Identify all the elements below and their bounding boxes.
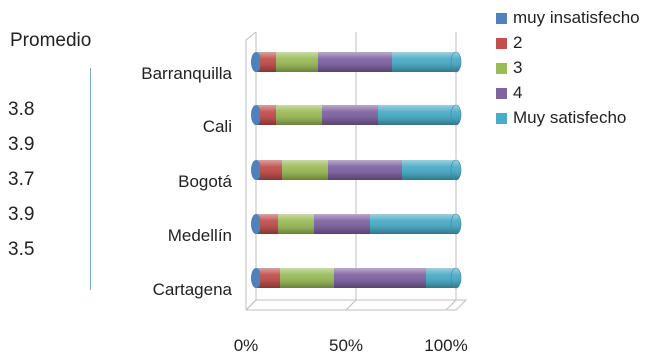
- bar-medellin-muy-insatisfecho: [251, 214, 261, 234]
- bar-bogota-2: [260, 160, 282, 180]
- bar-bogota-muy-satisfecho: [402, 159, 462, 181]
- category-label-cali: Cali: [203, 117, 232, 136]
- legend-label-muy-satisfecho: Muy satisfecho: [513, 108, 626, 127]
- bar-barranquilla-3: [276, 52, 318, 72]
- category-label-barranquilla: Barranquilla: [141, 64, 232, 83]
- promedio-value-cali: 3.9: [8, 134, 35, 155]
- x-tick-label-100: 100%: [424, 336, 467, 354]
- bar-cartagena-4: [334, 268, 426, 288]
- bar-barranquilla-muy-insatisfecho: [251, 52, 261, 72]
- bar-bogota-4: [328, 160, 402, 180]
- legend-label-3: 3: [513, 58, 522, 77]
- bar-barranquilla-4: [318, 52, 392, 72]
- category-label-cartagena: Cartagena: [153, 280, 233, 299]
- promedio-value-medellin: 3.9: [8, 204, 35, 225]
- legend-swatch-4: [496, 88, 507, 99]
- category-labels: Barranquilla Cali Bogotá Medellín Cartagena: [141, 64, 232, 299]
- legend-swatch-3: [496, 63, 507, 74]
- legend-item-2: 2: [496, 33, 522, 52]
- bar-medellin-4: [314, 214, 370, 234]
- chart-bars: [251, 51, 462, 289]
- legend-item-muy-satisfecho: Muy satisfecho: [496, 108, 626, 127]
- legend-swatch-muy-satisfecho: [496, 113, 507, 124]
- bar-medellin-muy-satisfecho: [370, 213, 462, 235]
- x-tick-label-0: 0%: [234, 336, 259, 354]
- category-label-bogota: Bogotá: [178, 172, 232, 191]
- bar-medellin-3: [278, 214, 314, 234]
- chart-legend: muy insatisfecho 2 3 4 Muy satisfecho: [496, 8, 640, 127]
- promedio-divider: [90, 68, 91, 290]
- legend-swatch-2: [496, 38, 507, 49]
- promedio-value-bogota: 3.7: [8, 169, 35, 190]
- x-tick-label-50: 50%: [329, 336, 363, 354]
- bar-cartagena-muy-satisfecho: [426, 267, 462, 289]
- promedio-value-cartagena: 3.5: [8, 239, 35, 260]
- legend-item-muy-insatisfecho: muy insatisfecho: [496, 8, 640, 27]
- bar-cali-muy-satisfecho: [378, 104, 462, 126]
- bar-bogota-muy-insatisfecho: [251, 160, 261, 180]
- bar-barranquilla-2: [260, 52, 276, 72]
- promedio-title: Promedio: [10, 30, 92, 51]
- bar-barranquilla-muy-satisfecho: [392, 51, 462, 73]
- legend-label-muy-insatisfecho: muy insatisfecho: [513, 8, 640, 27]
- legend-label-4: 4: [513, 83, 522, 102]
- x-axis-ticks: 0% 50% 100%: [234, 336, 468, 354]
- bar-cali-3: [276, 105, 322, 125]
- category-label-medellin: Medellín: [168, 226, 232, 245]
- legend-item-3: 3: [496, 58, 522, 77]
- legend-label-2: 2: [513, 33, 522, 52]
- bar-cali-muy-insatisfecho: [251, 105, 261, 125]
- bar-cali-2: [260, 105, 276, 125]
- bar-bogota-3: [282, 160, 328, 180]
- bar-medellin-2: [260, 214, 278, 234]
- legend-swatch-muy-insatisfecho: [496, 13, 507, 24]
- promedio-value-barranquilla: 3.8: [8, 99, 35, 120]
- bar-cartagena-2: [260, 268, 280, 288]
- bar-cartagena-muy-insatisfecho: [251, 268, 261, 288]
- bar-cartagena-3: [280, 268, 334, 288]
- legend-item-4: 4: [496, 83, 522, 102]
- bar-cali-4: [322, 105, 378, 125]
